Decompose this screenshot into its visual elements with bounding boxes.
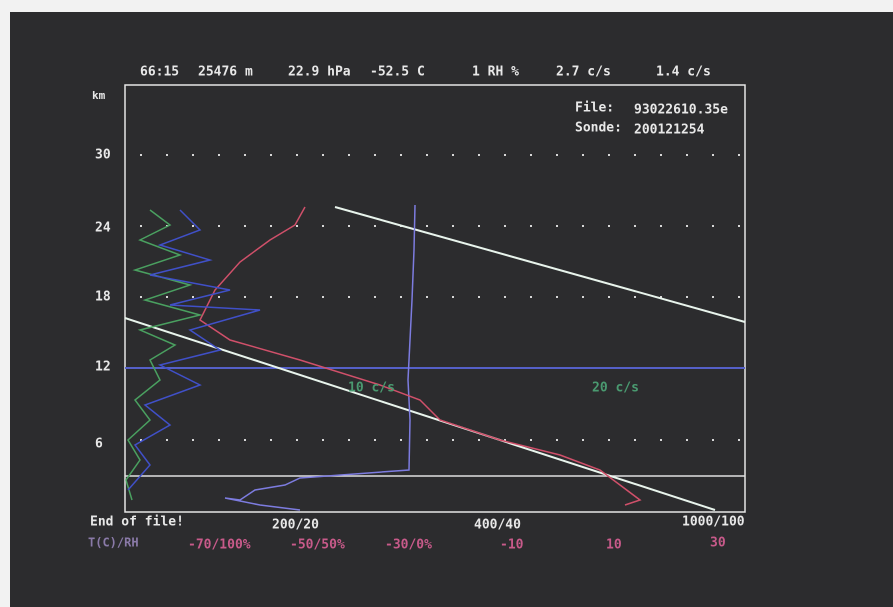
y-tick-label: 24 <box>95 221 111 236</box>
header-field: 1 RH % <box>472 65 519 80</box>
x-tick-label: -10 <box>500 538 524 553</box>
x-tick-label: -50/50% <box>290 538 345 553</box>
header-field: 1.4 c/s <box>656 65 711 80</box>
x-tick-label: 1000/100 <box>682 515 745 530</box>
y-tick-label: 30 <box>95 148 111 163</box>
status: End of file! <box>90 515 184 530</box>
y-tick-label: 18 <box>95 290 111 305</box>
x-axis-label: T(C)/RH <box>88 536 139 550</box>
sonde-label: Sonde: <box>575 121 622 136</box>
sonde-value: 200121254 <box>634 123 705 138</box>
annotation: 20 c/s <box>592 381 639 396</box>
x-tick-label: -30/0% <box>385 538 432 553</box>
file-value: 93022610.35e <box>634 103 728 118</box>
x-tick-label: -70/100% <box>188 538 251 553</box>
annotation: 10 c/s <box>348 381 395 396</box>
y-tick-label: 6 <box>95 437 103 452</box>
header-field: 22.9 hPa <box>288 65 351 80</box>
x-tick-label: 30 <box>710 536 726 551</box>
header-field: -52.5 C <box>370 65 425 80</box>
x-tick-label: 10 <box>606 538 622 553</box>
x-tick-label: 200/20 <box>272 518 319 533</box>
screen-photo: 66:15 25476 m 22.9 hPa -52.5 C 1 RH % 2.… <box>0 0 893 607</box>
header-field: 2.7 c/s <box>556 65 611 80</box>
header-field: 25476 m <box>198 65 253 80</box>
x-tick-label: 400/40 <box>474 518 521 533</box>
file-label: File: <box>575 101 614 116</box>
y-tick-label: 12 <box>95 360 111 375</box>
header-field: 66:15 <box>140 65 179 80</box>
y-unit: km <box>92 89 106 102</box>
